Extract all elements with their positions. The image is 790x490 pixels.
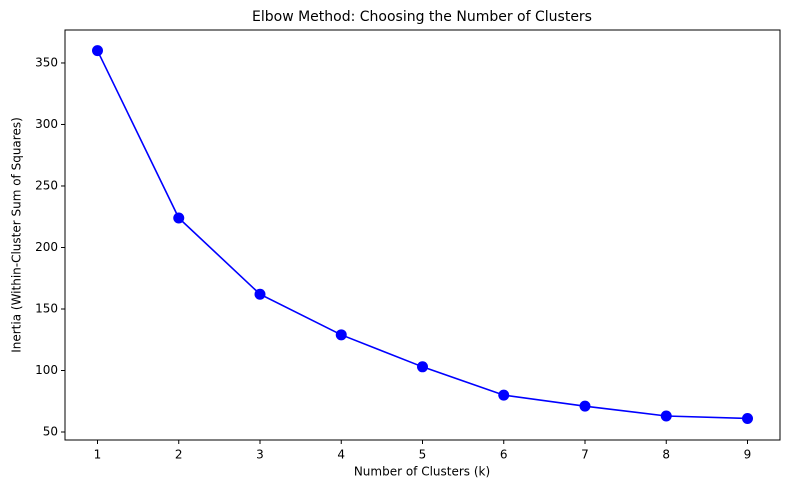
y-tick-label: 200 bbox=[35, 240, 58, 254]
y-axis-label: Inertia (Within-Cluster Sum of Squares) bbox=[10, 117, 24, 353]
point bbox=[742, 412, 753, 424]
y-tick-label: 300 bbox=[35, 117, 58, 131]
x-tick-label: 8 bbox=[662, 448, 670, 462]
x-tick-label: 5 bbox=[419, 448, 427, 462]
point bbox=[579, 400, 591, 412]
y-tick-label: 50 bbox=[43, 425, 58, 439]
chart-title: Elbow Method: Choosing the Number of Clu… bbox=[252, 9, 592, 25]
y-tick-label: 250 bbox=[35, 178, 58, 192]
plot-frame bbox=[64, 29, 781, 441]
point bbox=[417, 361, 428, 373]
point bbox=[498, 389, 510, 401]
x-axis-label: Number of Clusters (k) bbox=[354, 465, 490, 479]
x-tick-label: 7 bbox=[581, 448, 589, 462]
point bbox=[92, 45, 103, 57]
point bbox=[254, 288, 266, 300]
x-tick-label: 4 bbox=[337, 448, 345, 462]
x-tick-label: 9 bbox=[744, 448, 752, 462]
x-tick-label: 6 bbox=[500, 448, 508, 462]
y-tick-label: 350 bbox=[35, 55, 58, 69]
x-tick-label: 3 bbox=[256, 448, 264, 462]
point bbox=[173, 212, 185, 224]
x-tick-label: 1 bbox=[94, 448, 102, 462]
y-tick-label: 150 bbox=[35, 301, 58, 315]
y-tick-label: 100 bbox=[35, 363, 58, 377]
x-tick-label: 2 bbox=[175, 448, 183, 462]
point bbox=[335, 329, 347, 341]
point bbox=[660, 410, 672, 422]
